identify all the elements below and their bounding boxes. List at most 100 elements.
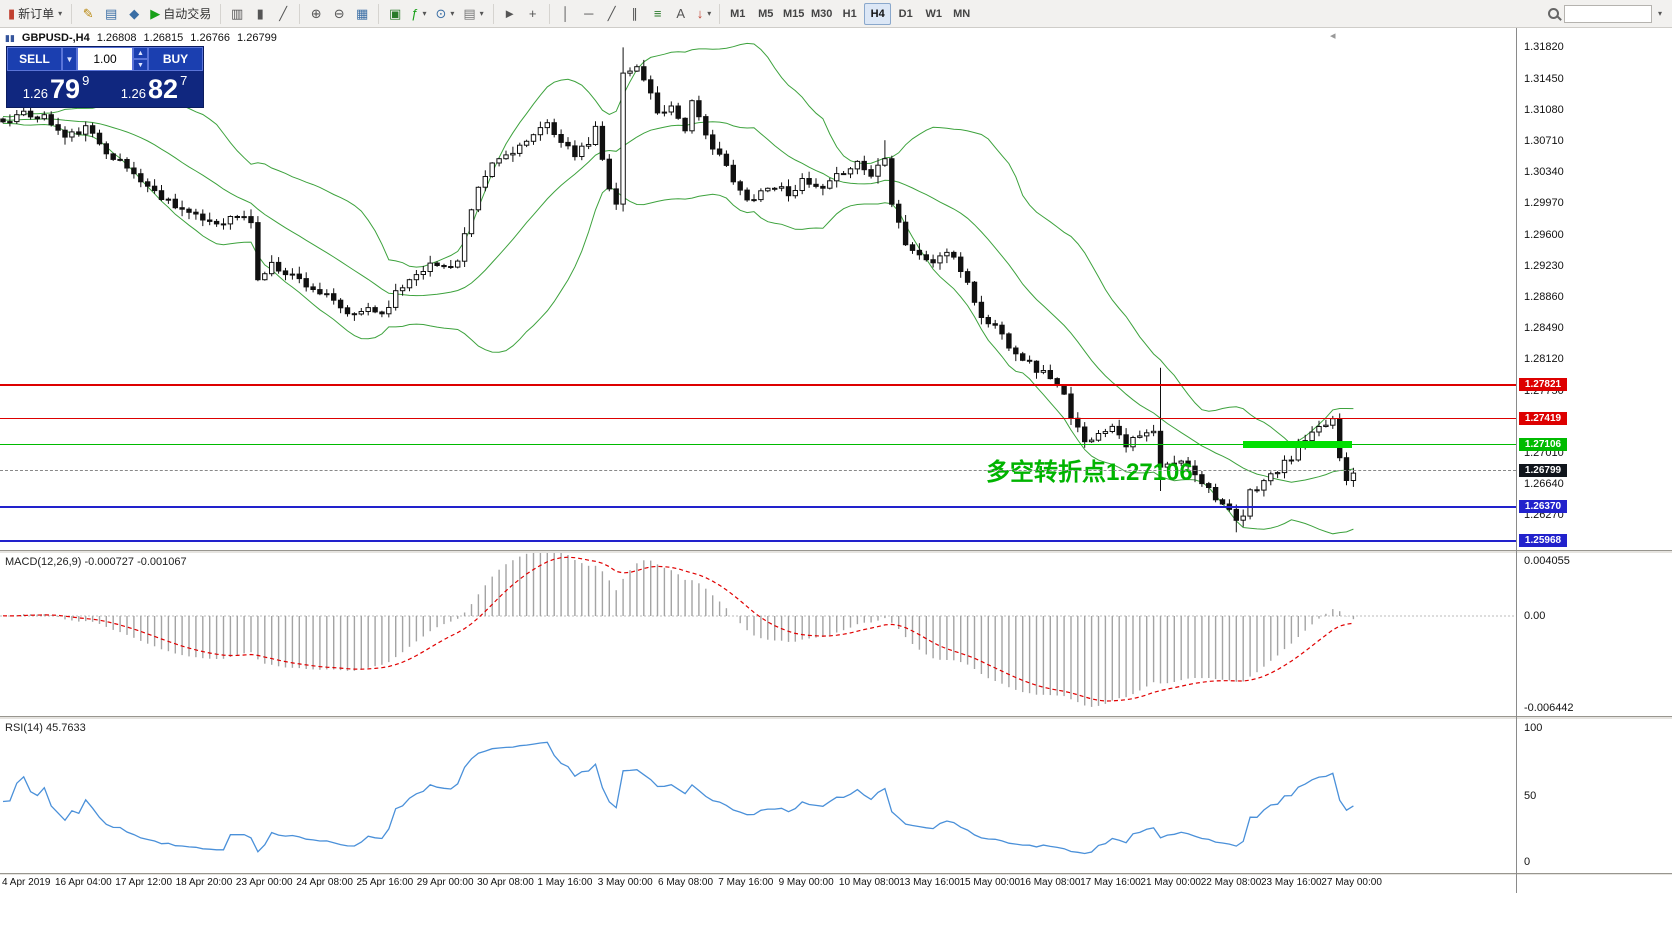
indicators-button[interactable]: ƒ ▾ [407, 3, 430, 25]
price-tick: 1.29970 [1524, 197, 1564, 210]
timeframe-h4-button[interactable]: H4 [864, 2, 892, 25]
macd-pane[interactable]: MACD(12,26,9) -0.000727 -0.001067 [0, 553, 1516, 716]
autotrading-play-icon: ▶ [150, 6, 161, 21]
time-axis-label: 17 Apr 12:00 [115, 877, 173, 888]
new-order-button-label: 新订单 [18, 7, 55, 21]
pane-divider[interactable] [0, 873, 1672, 875]
bar-chart-icon: ▥ [231, 6, 244, 21]
crosshair-button[interactable]: + [522, 3, 544, 25]
price-scale[interactable]: 1.31820 1.31450 1.31080 1.30710 1.30340 1.299… [1517, 0, 1671, 893]
price-tick: 1.29230 [1524, 259, 1564, 272]
caret-down-icon[interactable]: ▾ [1657, 9, 1662, 18]
caret-down-icon: ▾ [450, 9, 455, 18]
caret-down-icon: ▾ [479, 9, 484, 18]
new-order-button[interactable]: ▮ 新订单 ▾ [4, 3, 66, 25]
line-chart-button[interactable]: ╱ [272, 3, 294, 25]
toolbar-separator [71, 3, 73, 24]
timeframe-m15-button[interactable]: M15 [783, 7, 805, 20]
symbol-search-input[interactable] [1563, 4, 1652, 23]
zoom-in-button[interactable]: ⊕ [305, 3, 327, 25]
trade-panel-prices: 1.26 79 9 1.26 82 7 [7, 71, 203, 107]
templates-button[interactable]: ▤ ▾ [459, 3, 487, 25]
timeframe-mn-button[interactable]: MN [953, 7, 971, 20]
line-chart-icon: ╱ [279, 6, 288, 21]
sell-button[interactable]: SELL [7, 47, 62, 71]
periods-button[interactable]: ⊙ ▾ [431, 3, 458, 25]
timeframe-w1-button[interactable]: W1 [925, 7, 942, 20]
pivot-highlight-segment[interactable] [1243, 441, 1352, 449]
caret-down-icon: ▾ [422, 9, 427, 18]
horizontal-line-button[interactable]: ─ [578, 3, 600, 25]
fibonacci-icon: ≡ [653, 6, 662, 21]
indicators-icon: ƒ [411, 6, 419, 21]
metaeditor-button[interactable]: ✎ [77, 3, 99, 25]
tile-windows-button[interactable]: ▦ [351, 3, 373, 25]
volume-input[interactable] [77, 47, 133, 71]
level-line-1.27821[interactable] [0, 383, 1516, 386]
toolbar: ▮ 新订单 ▾ ✎ ▤ ◆ ▶ 自动交易 ▥ ▮ ╱ ⊕ ⊖ ▦ ▣ ƒ ▾ ⊙ ▾ ▤ ▾ ► + │ ─ ╱ ∥ ≡ A ↓ ▾ M1 M… [0, 0, 1672, 28]
level-line-1.27106[interactable] [0, 444, 1516, 446]
time-axis-label: 1 May 16:00 [537, 877, 593, 888]
time-axis-label: 27 May 00:00 [1321, 877, 1382, 888]
search-icon[interactable] [1547, 8, 1559, 19]
price-tick: 1.30340 [1524, 166, 1564, 179]
sell-price[interactable]: 1.26 79 9 [7, 71, 105, 107]
candlestick-button[interactable]: ▮ [249, 3, 271, 25]
volume-stepper[interactable]: ▲ ▼ [133, 47, 148, 71]
arrows-button[interactable]: ↓ ▾ [693, 3, 716, 25]
market-watch-button[interactable]: ▤ [100, 3, 122, 25]
volume-dropdown-button[interactable]: ▼ [62, 47, 77, 71]
time-axis-label: 23 Apr 00:00 [235, 877, 293, 888]
level-line-1.26799[interactable] [0, 470, 1516, 472]
time-axis-label: 10 May 08:00 [838, 877, 900, 888]
tile-windows-icon: ▦ [356, 6, 369, 21]
timeframe-m30-button[interactable]: M30 [811, 7, 833, 20]
auto-scroll-button[interactable]: ▣ [384, 3, 406, 25]
timeframe-d1-button[interactable]: D1 [898, 7, 913, 20]
level-line-1.27419[interactable] [0, 418, 1516, 420]
navigator-button[interactable]: ◆ [123, 3, 145, 25]
editor-icon: ✎ [82, 6, 94, 21]
timeframe-m1-button[interactable]: M1 [730, 7, 746, 20]
timeframe-h1-button[interactable]: H1 [842, 7, 857, 20]
buy-price-main: 82 [148, 74, 179, 105]
rsi-label: RSI(14) 45.7633 [5, 722, 86, 734]
buy-button[interactable]: BUY [148, 47, 203, 71]
rsi-chart [2, 741, 1354, 855]
candlestick-icon: ▮ [256, 6, 264, 21]
text-button[interactable]: A [670, 3, 692, 25]
macd-scale-max: 0.004055 [1524, 555, 1570, 567]
level-line-1.25968[interactable] [0, 539, 1516, 542]
time-axis-label: 15 May 00:00 [959, 877, 1021, 888]
ohlc-open: 1.26808 [96, 32, 137, 44]
ohlc-high: 1.26815 [143, 32, 184, 44]
fibonacci-button[interactable]: ≡ [647, 3, 669, 25]
level-line-1.26370[interactable] [0, 505, 1516, 508]
trendline-button[interactable]: ╱ [601, 3, 623, 25]
autotrading-button[interactable]: ▶ 自动交易 [146, 3, 215, 25]
rsi-pane[interactable]: RSI(14) 45.7633 [0, 719, 1516, 873]
toolbar-groups: ▮ 新订单 ▾ ✎ ▤ ◆ ▶ 自动交易 ▥ ▮ ╱ ⊕ ⊖ ▦ ▣ ƒ ▾ ⊙ ▾ ▤ ▾ ► + │ ─ ╱ ∥ ≡ A ↓ ▾ [4, 3, 715, 25]
time-axis[interactable]: 4 Apr 2019 16 Apr 04:00 17 Apr 12:00 18 Apr… [0, 875, 1672, 893]
timeframe-m5-button[interactable]: M5 [758, 7, 774, 20]
channel-button[interactable]: ∥ [624, 3, 646, 25]
price-level-label: 1.25968 [1519, 533, 1567, 547]
annotation-text[interactable]: 多空转折点1.27106 [986, 459, 1193, 486]
price-tick: 1.31080 [1524, 103, 1564, 116]
toolbar-separator [548, 3, 550, 24]
time-axis-label: 7 May 16:00 [718, 877, 774, 888]
price-chart-pane[interactable]: ▮▮ GBPUSD-,H4 1.26808 1.26815 1.26766 1.… [0, 28, 1516, 550]
zoom-out-button[interactable]: ⊖ [328, 3, 350, 25]
volume-down-icon[interactable]: ▼ [133, 59, 148, 71]
autotrading-button-label: 自动交易 [163, 7, 212, 21]
bar-chart-button[interactable]: ▥ [226, 3, 248, 25]
pane-divider[interactable] [0, 550, 1672, 553]
buy-price[interactable]: 1.26 82 7 [105, 71, 203, 107]
vertical-line-button[interactable]: │ [555, 3, 577, 25]
cursor-button[interactable]: ► [499, 3, 521, 25]
price-level-label: 1.26799 [1519, 463, 1567, 477]
timeframe-group: M1 M5 M15 M30 H1 H4 D1 W1 MN [724, 2, 975, 25]
pane-divider[interactable] [0, 716, 1672, 719]
volume-up-icon[interactable]: ▲ [133, 47, 148, 59]
time-axis-label: 24 Apr 08:00 [296, 877, 353, 888]
